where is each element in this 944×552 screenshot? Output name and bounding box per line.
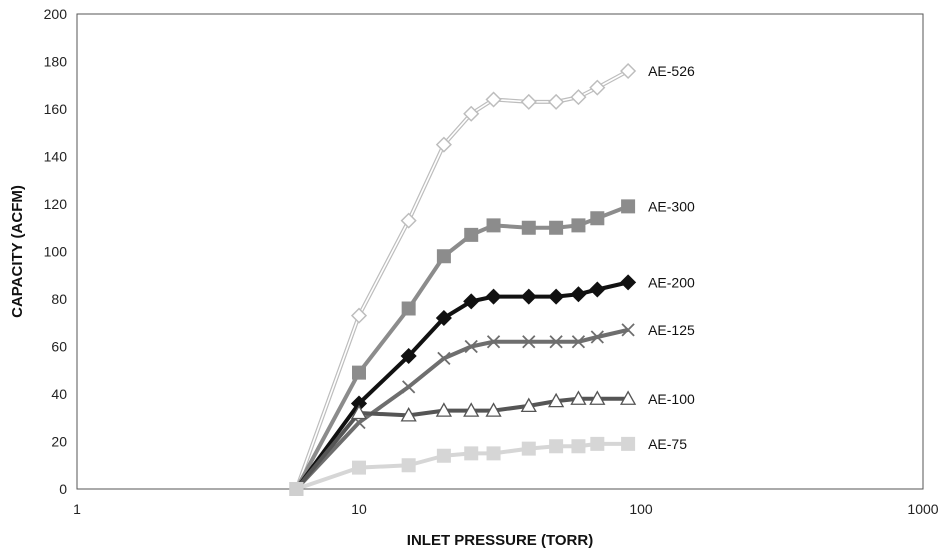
data-point (350, 404, 368, 420)
data-point (570, 89, 587, 106)
data-point (590, 330, 604, 344)
data-point (590, 211, 605, 226)
series-ae-526 (289, 62, 637, 496)
data-point (485, 402, 502, 417)
y-tick-label: 120 (44, 196, 68, 212)
x-axis-title: INLET PRESSURE (TORR) (407, 532, 593, 549)
data-point (435, 309, 452, 327)
series-labels: AE-526 AE-300 AE-200 AE-125 AE-100 AE-75 (648, 63, 695, 452)
data-point (521, 441, 536, 456)
series-label: AE-300 (648, 198, 695, 214)
plot-area (76, 13, 924, 490)
data-point (352, 460, 366, 475)
y-tick-label: 0 (59, 481, 67, 497)
data-point (463, 105, 480, 122)
data-point (549, 220, 564, 235)
data-point (485, 288, 502, 305)
data-point (352, 365, 366, 380)
data-point (401, 458, 416, 473)
data-point (436, 448, 451, 463)
data-point (589, 281, 606, 298)
series-ae-200 (289, 274, 637, 496)
data-point (621, 323, 635, 337)
data-point (619, 390, 637, 405)
x-tick-label: 10 (351, 501, 367, 517)
data-point (521, 220, 536, 235)
data-point (520, 397, 537, 413)
y-tick-label: 180 (44, 54, 68, 70)
data-point (463, 293, 480, 310)
y-tick-label: 80 (51, 291, 67, 307)
data-point (571, 218, 586, 233)
data-point (548, 288, 565, 305)
y-tick-label: 40 (51, 386, 67, 402)
y-tick-label: 60 (51, 339, 67, 355)
series-ae-300 (289, 199, 636, 496)
y-axis-title: CAPACITY (ACFM) (9, 185, 26, 318)
data-point (520, 93, 537, 110)
data-point (570, 286, 587, 303)
x-tick-label: 1 (73, 501, 81, 517)
series-label: AE-125 (648, 322, 695, 338)
data-point (486, 335, 501, 349)
data-point (522, 335, 536, 349)
data-point (621, 199, 636, 214)
data-point (486, 218, 501, 233)
data-point (620, 62, 637, 80)
data-point (400, 407, 417, 422)
tick-labels: 0 20 40 60 80 100 120 140 160 180 200 1 10 100 1000 (44, 6, 939, 517)
data-point (402, 380, 416, 394)
y-tick-label: 140 (44, 149, 68, 165)
data-point (463, 402, 480, 417)
series-label: AE-200 (648, 274, 695, 290)
y-tick-label: 200 (44, 6, 68, 22)
data-point (436, 249, 451, 264)
data-point (464, 446, 479, 461)
series-group (289, 62, 637, 496)
data-point (437, 351, 451, 366)
data-point (589, 390, 606, 405)
data-point (620, 274, 637, 291)
data-point (571, 335, 586, 349)
data-point (548, 93, 565, 110)
data-point (400, 212, 417, 229)
data-point (350, 307, 368, 324)
data-point (549, 439, 564, 454)
data-point (464, 227, 479, 242)
data-point (520, 288, 537, 305)
data-point (401, 301, 416, 316)
data-point (435, 136, 452, 153)
data-point (549, 335, 563, 349)
data-point (486, 446, 501, 461)
data-point (570, 390, 587, 405)
data-point (621, 436, 636, 451)
data-point (485, 91, 502, 108)
data-point (571, 439, 586, 454)
series-ae-75 (289, 436, 636, 496)
data-point (435, 402, 452, 417)
series-label: AE-526 (648, 63, 695, 79)
y-tick-label: 160 (44, 101, 68, 117)
axes (76, 13, 924, 490)
data-point (464, 339, 478, 354)
data-point (400, 347, 417, 365)
series-label: AE-75 (648, 436, 687, 452)
y-tick-label: 20 (51, 434, 67, 450)
data-point (590, 436, 605, 451)
series-label: AE-100 (648, 391, 695, 407)
data-point (589, 79, 606, 96)
data-point (289, 482, 304, 496)
x-tick-label: 1000 (907, 501, 938, 517)
y-tick-label: 100 (44, 244, 68, 260)
data-point (548, 392, 565, 408)
x-tick-label: 100 (629, 501, 653, 517)
